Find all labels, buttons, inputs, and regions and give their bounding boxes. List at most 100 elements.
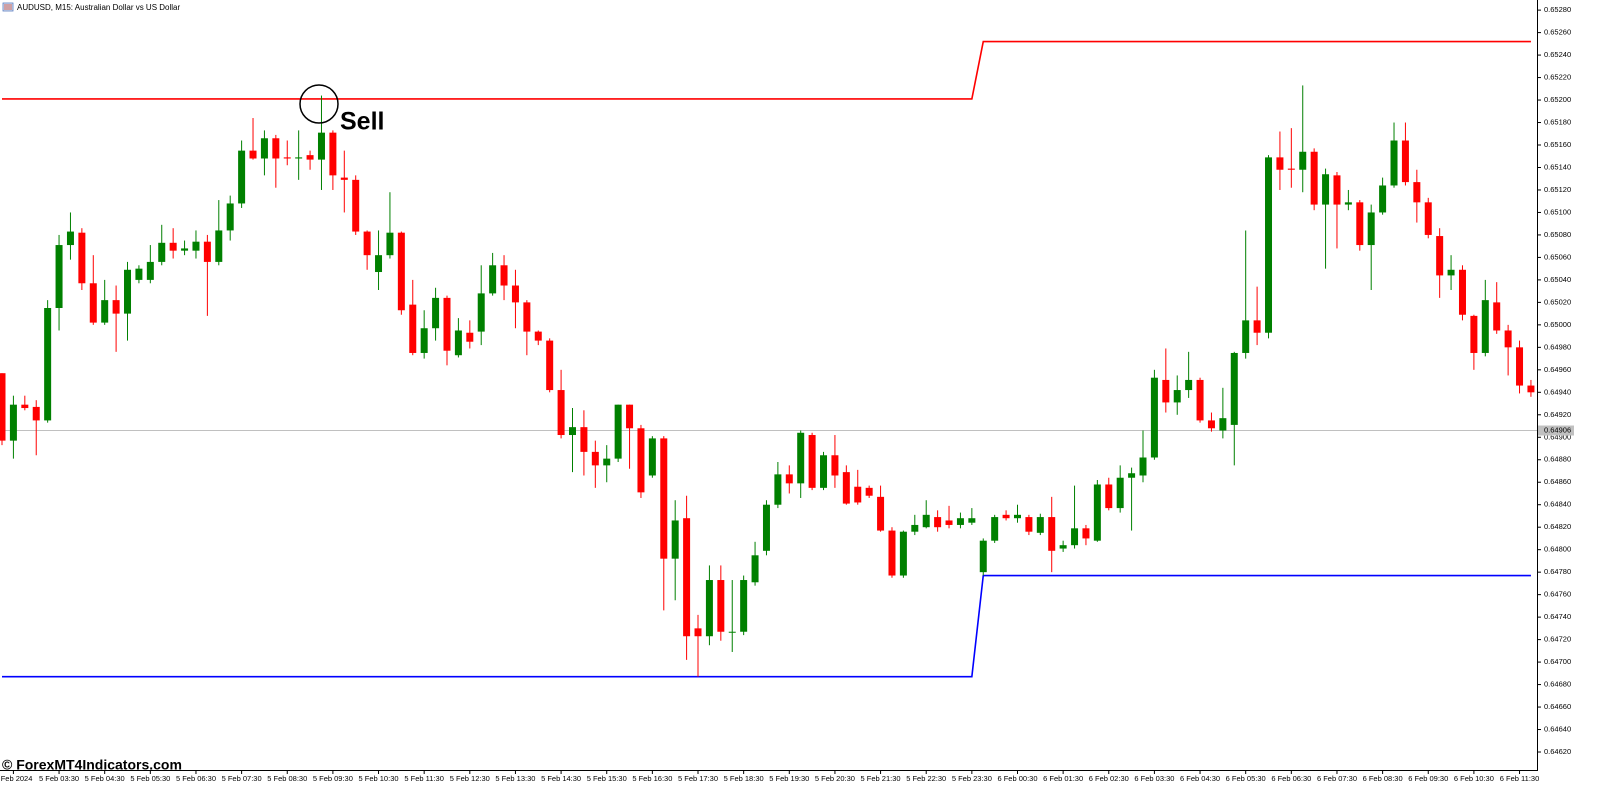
candle-body <box>112 300 120 314</box>
candle-body <box>1196 379 1204 421</box>
candle-body <box>1036 517 1044 533</box>
candle-body <box>1333 175 1341 205</box>
x-tick-label: 5 Feb 19:30 <box>769 774 809 783</box>
candle-body <box>728 631 736 633</box>
candle-body <box>956 518 964 525</box>
x-tick-label: 5 Feb 05:30 <box>130 774 170 783</box>
candle-body <box>580 427 588 452</box>
candle-body <box>854 486 862 503</box>
candle-body <box>295 157 303 159</box>
candle-body <box>1310 151 1318 205</box>
candle-body <box>911 524 919 532</box>
candle-body <box>1276 157 1284 170</box>
candle-body <box>546 340 554 391</box>
candle-body <box>420 328 428 353</box>
y-tick-label: 0.65240 <box>1544 50 1571 59</box>
candle-body <box>1322 174 1330 205</box>
candle-body <box>1265 157 1273 333</box>
candle-body <box>637 428 645 493</box>
x-tick-label: 5 Feb 17:30 <box>678 774 718 783</box>
y-tick-label: 0.65180 <box>1544 118 1571 127</box>
candle-body <box>683 518 691 637</box>
y-tick-label: 0.65120 <box>1544 185 1571 194</box>
candle-body <box>842 472 850 504</box>
x-tick-label: 5 Feb 07:30 <box>222 774 262 783</box>
y-tick-label: 0.65080 <box>1544 230 1571 239</box>
x-tick-label: 5 Feb 2024 <box>0 774 32 783</box>
candle-body <box>1287 168 1295 170</box>
candle-body <box>785 474 793 484</box>
x-tick-label: 5 Feb 22:30 <box>906 774 946 783</box>
x-tick-label: 6 Feb 04:30 <box>1180 774 1220 783</box>
candle-body <box>454 330 462 356</box>
x-tick-label: 6 Feb 10:30 <box>1454 774 1494 783</box>
y-tick-label: 0.64680 <box>1544 680 1571 689</box>
candle-body <box>283 157 291 159</box>
x-tick-label: 5 Feb 03:30 <box>39 774 79 783</box>
candle-body <box>774 474 782 505</box>
candle-body <box>1379 185 1387 213</box>
candle-body <box>1059 545 1067 549</box>
candle-body <box>375 255 383 273</box>
y-tick-label: 0.64620 <box>1544 747 1571 756</box>
x-tick-label: 5 Feb 11:30 <box>404 774 443 783</box>
x-tick-label: 6 Feb 00:30 <box>997 774 1037 783</box>
y-tick-label: 0.64980 <box>1544 342 1571 351</box>
x-tick-label: 5 Feb 23:30 <box>952 774 992 783</box>
candle-body <box>1436 236 1444 276</box>
candle-body <box>1048 517 1056 551</box>
x-tick-label: 5 Feb 06:30 <box>176 774 216 783</box>
candle-body <box>694 628 702 637</box>
x-tick-label: 5 Feb 18:30 <box>724 774 764 783</box>
candle-body <box>146 261 154 280</box>
candle-body <box>443 297 451 351</box>
candle-body <box>135 268 143 280</box>
candle-body <box>500 265 508 286</box>
candle-body <box>603 458 611 466</box>
candle-body <box>9 404 17 441</box>
y-tick-label: 0.65280 <box>1544 5 1571 14</box>
symbol-icon <box>2 2 14 12</box>
watermark: © ForexMT4Indicators.com <box>2 757 182 773</box>
indicator-line <box>2 40 1531 100</box>
candle-body <box>1002 514 1010 519</box>
candle-body <box>1207 420 1215 429</box>
candle-body <box>306 155 314 160</box>
x-tick-label: 6 Feb 07:30 <box>1317 774 1357 783</box>
candle-body <box>660 438 668 559</box>
x-tick-label: 5 Feb 14:30 <box>541 774 581 783</box>
candle-body <box>534 331 542 341</box>
y-tick-label: 0.64740 <box>1544 612 1571 621</box>
candle-body <box>705 580 713 637</box>
candle-body <box>797 432 805 484</box>
candle-body <box>1093 484 1101 541</box>
candle-body <box>1481 300 1489 353</box>
candle-body <box>1367 212 1375 246</box>
candle-body <box>1493 302 1501 331</box>
candle-body <box>945 520 953 525</box>
x-tick-label: 5 Feb 12:30 <box>450 774 490 783</box>
candle-body <box>740 580 748 632</box>
candle-body <box>888 530 896 576</box>
x-tick-label: 6 Feb 02:30 <box>1089 774 1129 783</box>
candle-body <box>238 150 246 204</box>
candle-body <box>1116 477 1124 509</box>
y-tick-label: 0.64940 <box>1544 387 1571 396</box>
candle-body <box>340 177 348 180</box>
candle-body <box>1356 202 1364 246</box>
candle-body <box>865 487 873 496</box>
candle-body <box>192 241 200 251</box>
y-tick-label: 0.64700 <box>1544 657 1571 666</box>
candle-body <box>124 269 132 314</box>
candle-body <box>1516 347 1524 386</box>
y-tick-label: 0.65140 <box>1544 162 1571 171</box>
y-tick-label: 0.65260 <box>1544 28 1571 37</box>
candle-body <box>397 232 405 311</box>
candle-body <box>922 514 930 528</box>
candle-body <box>1013 514 1021 519</box>
candle-body <box>181 248 189 251</box>
x-tick-label: 6 Feb 03:30 <box>1134 774 1174 783</box>
x-tick-label: 5 Feb 09:30 <box>313 774 353 783</box>
